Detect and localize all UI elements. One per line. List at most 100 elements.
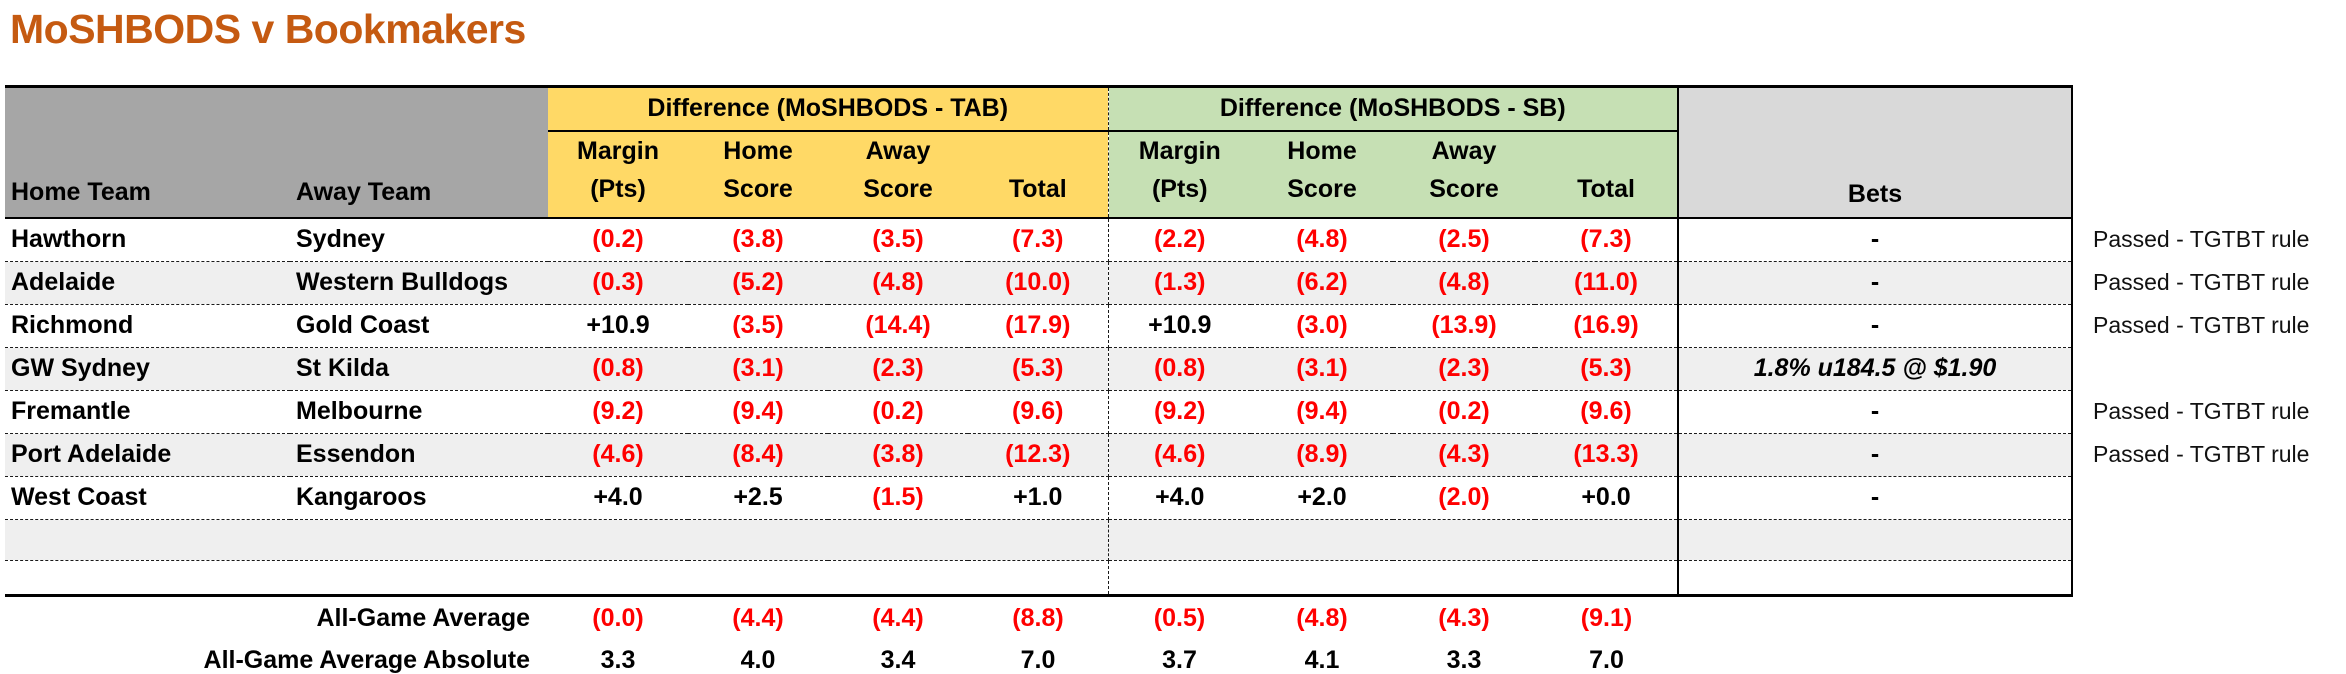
away-team-cell: St Kilda xyxy=(290,347,548,391)
empty-cell xyxy=(1108,560,1251,597)
sb-diff-cell: (3.0) xyxy=(1251,304,1393,348)
game-row: Adelaide Western Bulldogs (0.3) (5.2) (4.8)(… xyxy=(5,261,2346,305)
tab-diff-cell: (3.8) xyxy=(828,433,968,477)
empty-cell xyxy=(5,560,290,597)
tab-diff-cell: (0.2) xyxy=(828,390,968,434)
game-row: GW Sydney St Kilda (0.8) (3.1) (2.3) (5.3) (0.… xyxy=(5,347,2346,391)
empty-cell xyxy=(290,560,548,597)
home-team-cell: West Coast xyxy=(5,476,290,520)
rule-note xyxy=(2072,347,2346,390)
tab-diff-cell: (2.3) xyxy=(828,347,968,391)
summary-tab-value: (8.8) xyxy=(1012,603,1064,632)
summary-sb-value: (4.3) xyxy=(1438,603,1490,632)
home-team-cell: Port Adelaide xyxy=(5,433,290,477)
empty-cell xyxy=(828,519,968,561)
header-home-team: Home Team xyxy=(5,85,290,219)
tab-diff-cell: (9.6) xyxy=(968,390,1109,434)
sb-diff-cell: (16.9) xyxy=(1535,304,1679,348)
summary-empty xyxy=(1678,640,2072,674)
tab-diff-cell: (0.8) xyxy=(548,347,688,391)
tab-diff-cell: (4.8) xyxy=(828,261,968,305)
empty-cell xyxy=(2072,560,2346,595)
tab-diff-cell: (0.2) xyxy=(548,218,688,262)
bet-cell: - xyxy=(1678,476,2073,520)
sb-diff-cell: (9.4) xyxy=(1251,390,1393,434)
summary-tab-value: 3.3 xyxy=(600,646,636,674)
bet-cell: 1.8% u184.5 @ $1.90 xyxy=(1678,347,2073,391)
empty-row xyxy=(5,560,2346,597)
subheader-sb-home-score: Home Score xyxy=(1251,130,1393,219)
home-team-cell: Adelaide xyxy=(5,261,290,305)
empty-cell xyxy=(2072,519,2346,560)
summary-tab-value: (4.4) xyxy=(872,603,924,632)
header-notes-spacer xyxy=(2072,86,2346,218)
empty-row xyxy=(5,519,2346,561)
header-away-team: Away Team xyxy=(290,85,548,219)
sb-diff-cell: (9.2) xyxy=(1108,390,1251,434)
tab-diff-cell: (9.4) xyxy=(688,390,828,434)
empty-cell xyxy=(548,560,688,597)
away-team-cell: Kangaroos xyxy=(290,476,548,520)
sb-diff-cell: (2.2) xyxy=(1108,218,1251,262)
bet-cell: - xyxy=(1678,261,2073,305)
sb-diff-cell: (6.2) xyxy=(1251,261,1393,305)
empty-cell xyxy=(1251,560,1393,597)
sb-diff-cell: (0.8) xyxy=(1108,347,1251,391)
away-team-cell: Melbourne xyxy=(290,390,548,434)
summary-tab-value: 3.4 xyxy=(880,646,916,674)
summary-tab-value: (4.4) xyxy=(732,603,784,632)
game-row: Richmond Gold Coast +10.9 (3.5) (14.4) (17.9)… xyxy=(5,304,2346,348)
home-team-cell: GW Sydney xyxy=(5,347,290,391)
summary-sb-value: (0.5) xyxy=(1153,603,1206,632)
summary-sb-value: 7.0 xyxy=(1589,646,1624,674)
summary-empty xyxy=(1678,595,2072,640)
subheader-sb-total: Total xyxy=(1535,130,1679,219)
bet-cell: - xyxy=(1678,304,2073,348)
subheader-tab-margin: Margin (Pts) xyxy=(548,130,688,219)
rule-note: Passed - TGTBT rule xyxy=(2072,390,2346,433)
comparison-table: Home Team Away Team Difference (MoSHBODS… xyxy=(5,85,2346,674)
tab-diff-cell: (14.4) xyxy=(828,304,968,348)
empty-cell xyxy=(1678,560,2073,597)
sb-diff-cell: (0.2) xyxy=(1393,390,1535,434)
summary-sb-value: 3.7 xyxy=(1162,646,1197,674)
empty-cell xyxy=(548,519,688,561)
tab-diff-cell: (0.3) xyxy=(548,261,688,305)
tab-diff-cell: (8.4) xyxy=(688,433,828,477)
rule-note: Passed - TGTBT rule xyxy=(2072,304,2346,347)
away-team-cell: Western Bulldogs xyxy=(290,261,548,305)
summary-label: All-Game Average xyxy=(316,603,530,632)
home-team-cell: Fremantle xyxy=(5,390,290,434)
page-title: MoSHBODS v Bookmakers xyxy=(10,6,526,52)
home-team-cell: Hawthorn xyxy=(5,218,290,262)
sb-diff-cell: (5.3) xyxy=(1535,347,1679,391)
tab-diff-cell: (3.5) xyxy=(828,218,968,262)
sb-diff-cell: (7.3) xyxy=(1535,218,1679,262)
header-group-tab: Difference (MoSHBODS - TAB) xyxy=(548,85,1109,132)
tab-diff-cell: +10.9 xyxy=(548,304,688,348)
summary-sb-value: 4.1 xyxy=(1304,646,1340,674)
summary-empty xyxy=(2072,640,2346,674)
all-game-average-absolute-row: All-Game Average Absolute 3.3 4.0 3.4 7.0 3.7… xyxy=(5,640,2346,674)
tab-diff-cell: (1.5) xyxy=(828,476,968,520)
tab-diff-cell: (9.2) xyxy=(548,390,688,434)
tab-diff-cell: (3.5) xyxy=(688,304,828,348)
sb-diff-cell: (2.5) xyxy=(1393,218,1535,262)
tab-diff-cell: (17.9) xyxy=(968,304,1109,348)
sb-diff-cell: (11.0) xyxy=(1535,261,1679,305)
summary-sb-value: (9.1) xyxy=(1580,603,1633,632)
rule-note: Passed - TGTBT rule xyxy=(2072,261,2346,304)
rule-note: Passed - TGTBT rule xyxy=(2072,433,2346,476)
bet-cell: - xyxy=(1678,218,2073,262)
summary-empty xyxy=(2072,595,2346,640)
subheader-tab-away-score: Away Score xyxy=(828,130,968,219)
rule-note: Passed - TGTBT rule xyxy=(2072,218,2346,261)
empty-cell xyxy=(688,519,828,561)
sb-diff-cell: (1.3) xyxy=(1108,261,1251,305)
sb-diff-cell: +2.0 xyxy=(1251,476,1393,520)
sb-diff-cell: (4.8) xyxy=(1251,218,1393,262)
all-game-average-row: All-Game Average (0.0) (4.4) (4.4) (8.8) (0.5… xyxy=(5,595,2346,640)
sb-diff-cell: (4.8) xyxy=(1393,261,1535,305)
subheader-sb-margin: Margin (Pts) xyxy=(1108,130,1251,219)
